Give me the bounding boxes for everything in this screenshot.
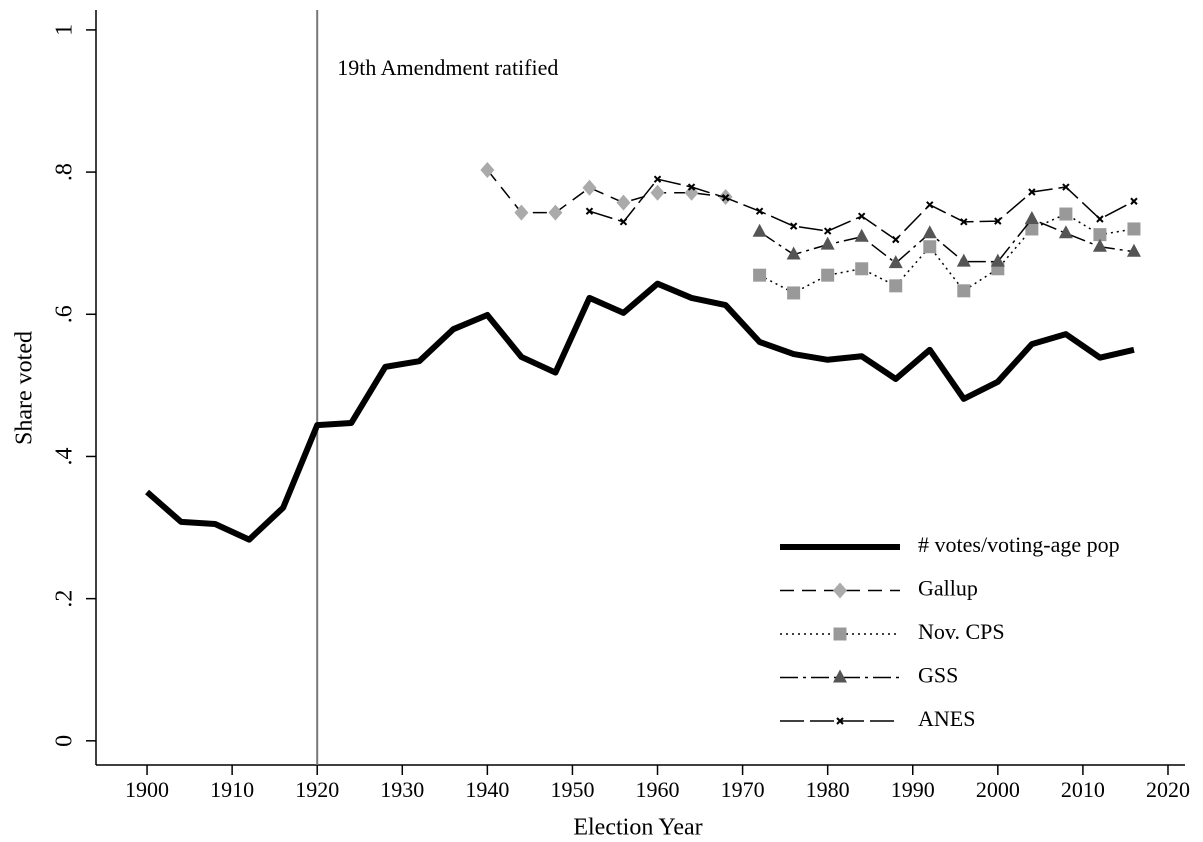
marker <box>514 204 529 221</box>
marker <box>994 217 1002 225</box>
legend-label: Nov. CPS <box>918 619 1005 644</box>
y-axis-title: Share voted <box>12 331 38 445</box>
marker <box>548 204 563 221</box>
marker <box>1025 222 1039 236</box>
x-tick-label: 1910 <box>210 777 254 802</box>
x-tick-label: 1990 <box>891 777 935 802</box>
marker <box>1127 222 1141 236</box>
marker <box>956 253 971 267</box>
marker <box>753 268 767 282</box>
x-tick-label: 2000 <box>976 777 1020 802</box>
annotation: 19th Amendment ratified <box>337 55 558 80</box>
marker <box>1093 228 1107 242</box>
marker <box>855 262 869 276</box>
marker <box>755 207 764 215</box>
marker <box>957 284 971 298</box>
marker <box>820 236 835 250</box>
marker <box>1092 238 1107 252</box>
x-tick-label: 1970 <box>721 777 765 802</box>
marker <box>653 175 662 183</box>
marker <box>687 183 696 191</box>
y-tick-label: 0 <box>52 735 78 747</box>
legend-marker <box>833 669 847 683</box>
series-line <box>759 218 1135 264</box>
x-tick-label: 2020 <box>1146 777 1190 802</box>
marker <box>585 207 594 215</box>
series-line <box>759 213 1135 294</box>
marker <box>1024 211 1039 225</box>
x-tick-label: 1930 <box>380 777 424 802</box>
marker <box>821 268 835 282</box>
marker <box>1130 197 1138 205</box>
series-line <box>145 280 1135 543</box>
marker <box>960 218 968 226</box>
x-tick-label: 1980 <box>806 777 850 802</box>
marker <box>787 286 801 300</box>
marker <box>786 246 801 260</box>
marker <box>854 228 869 242</box>
y-tick-label: .4 <box>52 447 78 465</box>
marker <box>616 194 631 211</box>
x-tick-label: 2010 <box>1061 777 1105 802</box>
marker <box>1062 183 1070 191</box>
marker <box>1126 243 1141 257</box>
legend-marker <box>836 717 844 725</box>
marker <box>888 255 903 269</box>
legend-label: GSS <box>918 663 958 688</box>
marker <box>752 223 767 237</box>
marker <box>922 225 937 239</box>
marker <box>650 184 665 201</box>
legend-label: # votes/voting-age pop <box>918 532 1120 557</box>
x-tick-label: 1940 <box>465 777 509 802</box>
marker <box>923 240 937 254</box>
marker <box>926 201 934 209</box>
marker <box>1058 225 1073 239</box>
marker <box>1059 207 1073 221</box>
marker <box>892 235 900 244</box>
y-tick-label: .2 <box>52 590 78 608</box>
marker <box>823 227 832 235</box>
x-tick-label: 1950 <box>550 777 594 802</box>
x-tick-label: 1920 <box>295 777 339 802</box>
marker <box>889 279 903 293</box>
y-tick-label: 1 <box>52 24 78 36</box>
x-tick-label: 1960 <box>636 777 680 802</box>
marker <box>721 193 730 202</box>
marker <box>1096 215 1104 223</box>
legend-marker <box>833 627 847 641</box>
marker <box>789 222 798 230</box>
x-axis-title: Election Year <box>573 815 702 841</box>
y-tick-label: .8 <box>52 163 78 181</box>
marker <box>857 212 866 220</box>
legend-label: Gallup <box>918 576 978 601</box>
legend-label: ANES <box>918 706 975 731</box>
marker <box>619 218 628 226</box>
marker <box>990 253 1005 267</box>
marker <box>582 179 597 196</box>
legend-marker <box>833 582 847 599</box>
x-tick-label: 1900 <box>125 777 169 802</box>
marker <box>480 161 495 178</box>
y-tick-label: .6 <box>52 305 78 323</box>
marker <box>1028 188 1036 196</box>
